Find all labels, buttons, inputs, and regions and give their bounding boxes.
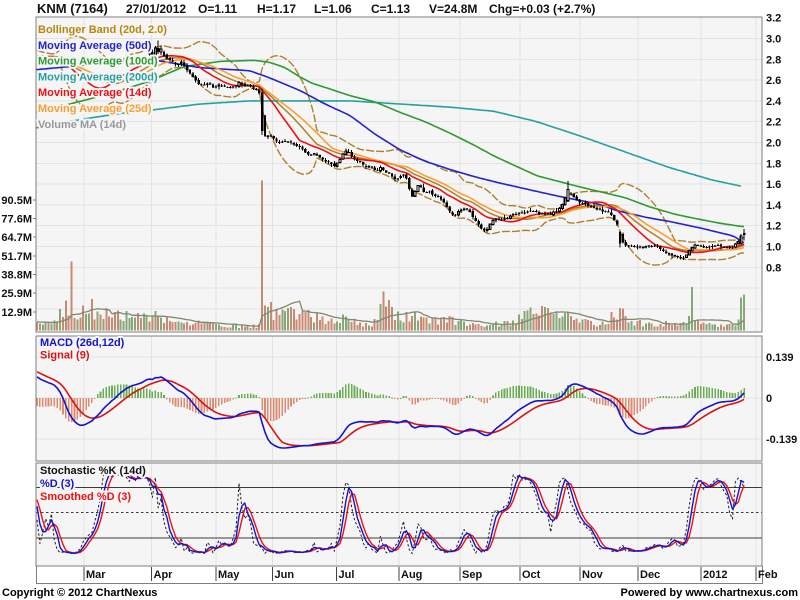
svg-text:3.2: 3.2 [766, 13, 781, 25]
svg-text:Aug: Aug [401, 569, 422, 581]
svg-text:64.7M: 64.7M [1, 232, 32, 244]
svg-text:2.0: 2.0 [766, 138, 781, 150]
svg-text:Chg=+0.03 (+2.7%): Chg=+0.03 (+2.7%) [489, 2, 595, 16]
svg-text:77.6M: 77.6M [1, 214, 32, 226]
svg-text:1.8: 1.8 [766, 158, 781, 170]
svg-text:Moving Average (14d): Moving Average (14d) [38, 87, 152, 99]
svg-text:38.8M: 38.8M [1, 270, 32, 282]
svg-text:1.4: 1.4 [766, 200, 782, 212]
svg-text:2012: 2012 [703, 569, 727, 581]
svg-text:0.8: 0.8 [766, 262, 781, 274]
svg-text:Feb: Feb [758, 569, 778, 581]
svg-text:2.4: 2.4 [766, 96, 782, 108]
svg-text:%D (3): %D (3) [40, 478, 75, 490]
svg-text:2.8: 2.8 [766, 54, 781, 66]
svg-text:1.2: 1.2 [766, 221, 781, 233]
svg-text:27/01/2012: 27/01/2012 [126, 2, 186, 16]
svg-text:90.5M: 90.5M [1, 195, 32, 207]
svg-text:Smoothed %D (3): Smoothed %D (3) [40, 491, 131, 503]
svg-text:V=24.8M: V=24.8M [429, 2, 477, 16]
svg-text:KNM (7164): KNM (7164) [37, 1, 108, 16]
svg-text:Stochastic %K (14d): Stochastic %K (14d) [40, 465, 146, 477]
svg-text:Moving Average (50d): Moving Average (50d) [38, 40, 152, 52]
svg-text:O=1.11: O=1.11 [198, 2, 237, 16]
svg-text:3.0: 3.0 [766, 34, 781, 46]
svg-text:1.6: 1.6 [766, 179, 781, 191]
svg-text:2.2: 2.2 [766, 117, 781, 129]
svg-text:1.0: 1.0 [766, 242, 781, 254]
svg-text:C=1.13: C=1.13 [371, 2, 410, 16]
svg-text:Mar: Mar [86, 569, 106, 581]
svg-text:Copyright © 2012 ChartNexus: Copyright © 2012 ChartNexus [2, 587, 157, 599]
svg-text:MACD (26d,12d): MACD (26d,12d) [40, 337, 125, 349]
svg-text:Bollinger Band (20d, 2.0): Bollinger Band (20d, 2.0) [38, 24, 167, 36]
svg-text:Apr: Apr [154, 569, 174, 581]
svg-text:May: May [218, 569, 240, 581]
svg-text:Sep: Sep [462, 569, 482, 581]
svg-text:Signal (9): Signal (9) [40, 350, 90, 362]
svg-text:Volume MA (14d): Volume MA (14d) [38, 119, 126, 131]
svg-text:Jul: Jul [339, 569, 355, 581]
svg-text:Dec: Dec [640, 569, 660, 581]
svg-text:L=1.06: L=1.06 [314, 2, 352, 16]
svg-text:Nov: Nov [582, 569, 604, 581]
svg-text:Powered by www.chartnexus.com: Powered by www.chartnexus.com [621, 587, 799, 599]
svg-text:Moving Average (200d): Moving Average (200d) [38, 71, 158, 83]
svg-text:Moving Average (25d): Moving Average (25d) [38, 103, 152, 115]
svg-text:Jun: Jun [275, 569, 295, 581]
svg-text:Moving Average (100d): Moving Average (100d) [38, 56, 158, 68]
svg-text:51.7M: 51.7M [1, 251, 32, 263]
svg-text:2.6: 2.6 [766, 75, 781, 87]
svg-text:H=1.17: H=1.17 [257, 2, 296, 16]
svg-text:0.139: 0.139 [766, 352, 794, 364]
svg-text:Oct: Oct [522, 569, 541, 581]
svg-text:25.9M: 25.9M [1, 288, 32, 300]
svg-text:12.9M: 12.9M [1, 307, 32, 319]
svg-text:0: 0 [766, 393, 772, 405]
svg-text:-0.139: -0.139 [766, 434, 797, 446]
